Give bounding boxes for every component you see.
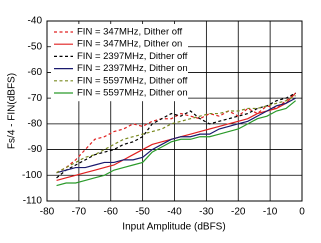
series-line [56,95,296,174]
legend-label: FIN = 5597MHz, Dither on [77,88,188,99]
series-line [56,100,297,187]
series-line [56,97,296,174]
y-tick-label: -80 [28,118,43,129]
y-tick-label: -110 [23,196,43,207]
y-tick-label: -100 [22,170,42,181]
x-tick-label: -70 [72,207,87,218]
series-line [56,92,297,182]
y-tick-label: -60 [28,67,43,78]
legend-label: FIN = 5597MHz, Dither off [77,75,188,86]
legend-box [51,24,188,102]
y-tick-label: -40 [28,16,43,27]
y-tick-label: -70 [28,93,43,104]
x-tick-label: -60 [104,207,119,218]
x-tick-label: -20 [231,207,246,218]
y-tick-label: -90 [28,144,43,155]
x-tick-label: -80 [40,207,55,218]
plot-frame [46,20,303,202]
legend-label: FIN = 347MHz, Dither off [77,27,183,38]
y-axis-label: Fs/4 - FIN(dBFS) [7,73,18,149]
x-tick-label: -40 [167,207,182,218]
x-tick-label: -10 [263,207,278,218]
legend-label: FIN = 2397MHz, Dither off [77,51,188,62]
x-tick-label: -50 [135,207,150,218]
x-axis-label: Input Amplitude (dBFS) [122,222,225,233]
series-line [56,92,297,174]
legend-label: FIN = 2397MHz, Dither on [77,63,188,74]
legend-label: FIN = 347MHz, Dither on [77,39,182,50]
x-tick-label: -30 [199,207,214,218]
x-tick-label: 0 [299,207,305,218]
y-tick-label: -50 [28,41,43,52]
